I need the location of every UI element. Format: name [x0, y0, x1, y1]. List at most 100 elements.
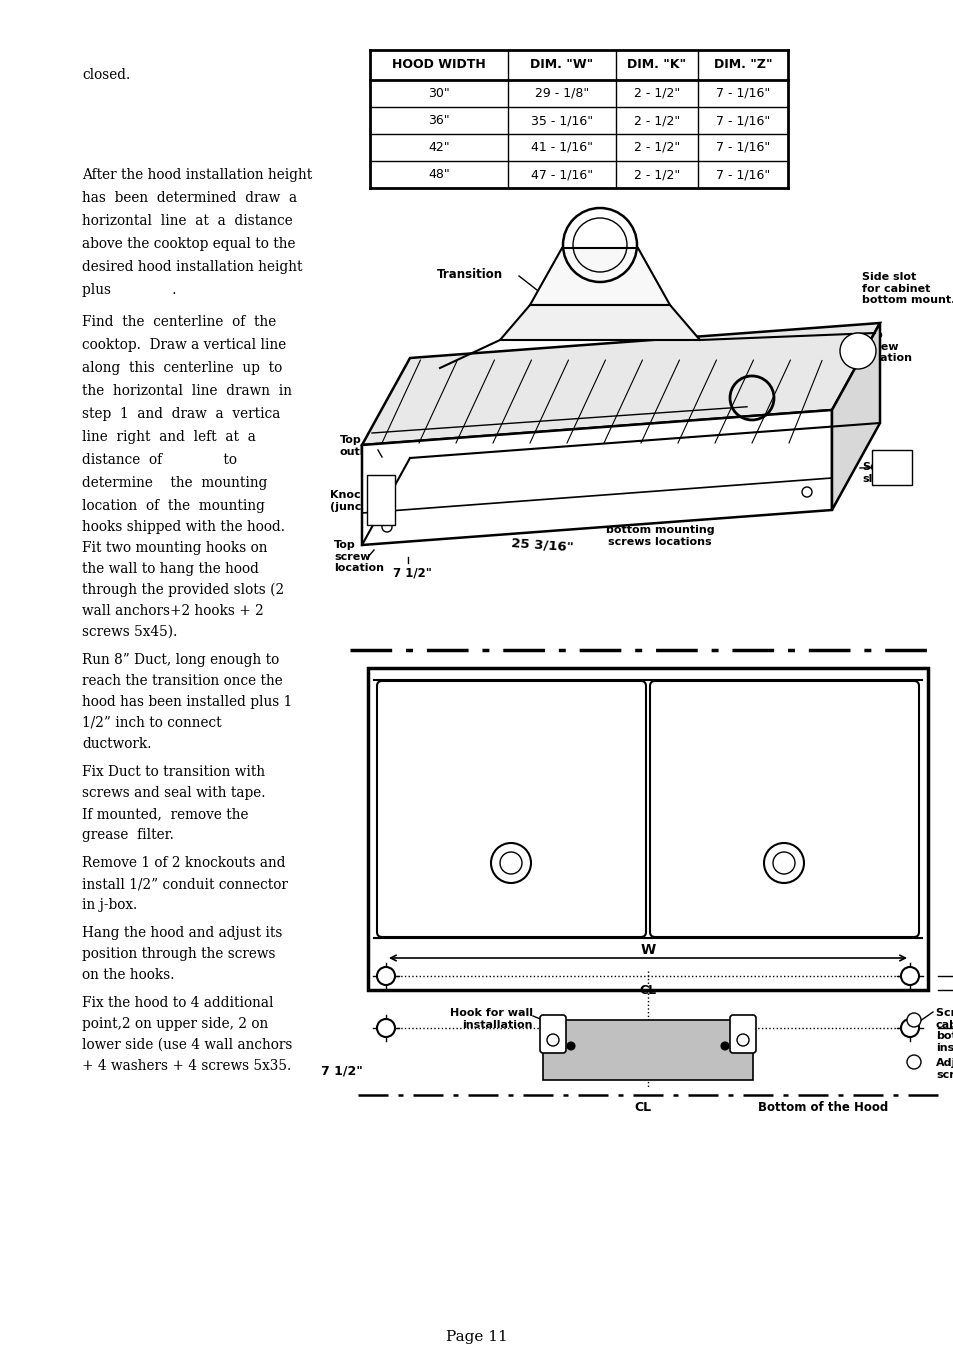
Circle shape	[840, 333, 875, 369]
Text: the wall to hang the hood: the wall to hang the hood	[82, 562, 258, 576]
Text: position through the screws: position through the screws	[82, 946, 275, 961]
Bar	[368, 668, 927, 990]
Text: Square
slot: Square slot	[862, 462, 905, 484]
Text: wall anchors+2 hooks + 2: wall anchors+2 hooks + 2	[82, 604, 263, 618]
Text: W: W	[639, 942, 655, 957]
Text: 7 - 1/16": 7 - 1/16"	[715, 114, 769, 127]
Text: Remove 1 of 2 knockouts and: Remove 1 of 2 knockouts and	[82, 856, 285, 869]
Text: 12 5/8": 12 5/8"	[672, 1065, 717, 1075]
Text: grease  filter.: grease filter.	[82, 827, 173, 842]
Text: bottom mounting
screws locations: bottom mounting screws locations	[605, 525, 714, 546]
Text: Hook for wall
installation: Hook for wall installation	[450, 1009, 533, 1030]
Text: 12 5/8": 12 5/8"	[578, 1065, 622, 1075]
Text: DIM. "Z": DIM. "Z"	[713, 58, 772, 72]
Circle shape	[720, 1042, 728, 1051]
Text: the  horizontal  line  drawn  in: the horizontal line drawn in	[82, 384, 292, 397]
Bar	[542, 1019, 752, 1080]
Text: DIM. "W": DIM. "W"	[530, 58, 593, 72]
FancyBboxPatch shape	[376, 681, 645, 937]
Text: 7 1/2": 7 1/2"	[321, 1065, 363, 1078]
Text: Bottom of the Hood: Bottom of the Hood	[758, 1101, 887, 1114]
Text: lower side (use 4 wall anchors: lower side (use 4 wall anchors	[82, 1038, 292, 1052]
Circle shape	[900, 1019, 918, 1037]
Text: screws and seal with tape.: screws and seal with tape.	[82, 786, 265, 800]
Text: line  right  and  left  at  a: line right and left at a	[82, 430, 255, 443]
FancyBboxPatch shape	[539, 1015, 565, 1053]
Text: Hang the hood and adjust its: Hang the hood and adjust its	[82, 926, 282, 940]
Text: K: K	[788, 408, 798, 420]
Text: step  1  and  draw  a  vertica: step 1 and draw a vertica	[82, 407, 280, 420]
Text: 42": 42"	[428, 141, 450, 154]
Text: Fix Duct to transition with: Fix Duct to transition with	[82, 765, 265, 779]
Text: 48": 48"	[428, 168, 450, 181]
Text: Z: Z	[778, 389, 786, 403]
Text: 2 - 1/2": 2 - 1/2"	[633, 114, 679, 127]
Polygon shape	[831, 323, 879, 510]
Text: on the hooks.: on the hooks.	[82, 968, 174, 982]
Text: through the provided slots (2: through the provided slots (2	[82, 583, 284, 598]
Text: point,2 on upper side, 2 on: point,2 on upper side, 2 on	[82, 1017, 268, 1032]
Text: above the cooktop equal to the: above the cooktop equal to the	[82, 237, 295, 251]
Bar	[370, 50, 787, 188]
Text: DIM. "K": DIM. "K"	[627, 58, 686, 72]
Text: cooktop.  Draw a vertical line: cooktop. Draw a vertical line	[82, 338, 286, 352]
Text: 29 - 1/8": 29 - 1/8"	[535, 87, 589, 100]
Text: 2 - 1/2": 2 - 1/2"	[633, 141, 679, 154]
Text: W: W	[530, 416, 543, 430]
Text: 47 - 1/16": 47 - 1/16"	[531, 168, 593, 181]
Text: Top
outlet: Top outlet	[339, 435, 376, 457]
Text: closed.: closed.	[82, 68, 131, 82]
Text: Top
screw
location: Top screw location	[862, 330, 911, 364]
Text: HOOD WIDTH: HOOD WIDTH	[392, 58, 485, 72]
Text: 30": 30"	[428, 87, 450, 100]
Bar	[871, 450, 911, 485]
Text: screws 5x45).: screws 5x45).	[82, 625, 177, 639]
Text: in j-box.: in j-box.	[82, 898, 137, 913]
Text: 36": 36"	[428, 114, 450, 127]
Text: 7 - 1/16": 7 - 1/16"	[715, 168, 769, 181]
Text: 1/2” inch to connect: 1/2” inch to connect	[82, 717, 221, 730]
Text: Side slot
for cabinet
bottom mount.: Side slot for cabinet bottom mount.	[862, 272, 953, 306]
Text: Adjusting
screw: Adjusting screw	[935, 1059, 953, 1080]
Text: 7 - 1/16": 7 - 1/16"	[715, 141, 769, 154]
Text: 7 - 1/16": 7 - 1/16"	[715, 87, 769, 100]
Circle shape	[376, 1019, 395, 1037]
Polygon shape	[530, 247, 669, 306]
Circle shape	[906, 1013, 920, 1028]
Text: + 4 washers + 4 screws 5x35.: + 4 washers + 4 screws 5x35.	[82, 1059, 291, 1073]
Text: 35 - 1/16": 35 - 1/16"	[531, 114, 593, 127]
Text: desired hood installation height: desired hood installation height	[82, 260, 302, 274]
Text: plus              .: plus .	[82, 283, 176, 297]
Circle shape	[376, 967, 395, 986]
Bar	[367, 475, 395, 525]
FancyBboxPatch shape	[729, 1015, 755, 1053]
Text: reach the transition once the: reach the transition once the	[82, 675, 282, 688]
FancyBboxPatch shape	[649, 681, 918, 937]
Polygon shape	[361, 323, 879, 445]
Text: 41 - 1/16": 41 - 1/16"	[531, 141, 593, 154]
Text: Knockouts
(junction box): Knockouts (junction box)	[330, 489, 417, 511]
Text: has  been  determined  draw  a: has been determined draw a	[82, 191, 296, 206]
Text: After the hood installation height: After the hood installation height	[82, 168, 312, 183]
Text: 2 - 1/2": 2 - 1/2"	[633, 87, 679, 100]
Text: hood has been installed plus 1: hood has been installed plus 1	[82, 695, 292, 708]
Text: location  of  the  mounting: location of the mounting	[82, 499, 265, 512]
Text: Fix the hood to 4 additional: Fix the hood to 4 additional	[82, 996, 274, 1010]
Text: 7 1/2": 7 1/2"	[393, 566, 432, 580]
Circle shape	[900, 967, 918, 986]
Text: Find  the  centerline  of  the: Find the centerline of the	[82, 315, 276, 329]
Text: Fit two mounting hooks on: Fit two mounting hooks on	[82, 541, 267, 556]
Text: CL: CL	[639, 984, 656, 996]
Text: Top
screw
location: Top screw location	[334, 539, 384, 573]
Text: Transition: Transition	[436, 268, 502, 281]
Polygon shape	[499, 306, 700, 339]
Circle shape	[566, 1042, 575, 1051]
Text: Screw for
cabinet
bottom
installation: Screw for cabinet bottom installation	[935, 1009, 953, 1053]
Text: hooks shipped with the hood.: hooks shipped with the hood.	[82, 521, 285, 534]
Text: 25 3/16": 25 3/16"	[618, 1023, 677, 1037]
Text: install 1/2” conduit connector: install 1/2” conduit connector	[82, 877, 288, 891]
Text: Page 11: Page 11	[446, 1330, 507, 1344]
Text: along  this  centerline  up  to: along this centerline up to	[82, 361, 282, 375]
Text: determine    the  mounting: determine the mounting	[82, 476, 267, 489]
Polygon shape	[361, 410, 831, 545]
